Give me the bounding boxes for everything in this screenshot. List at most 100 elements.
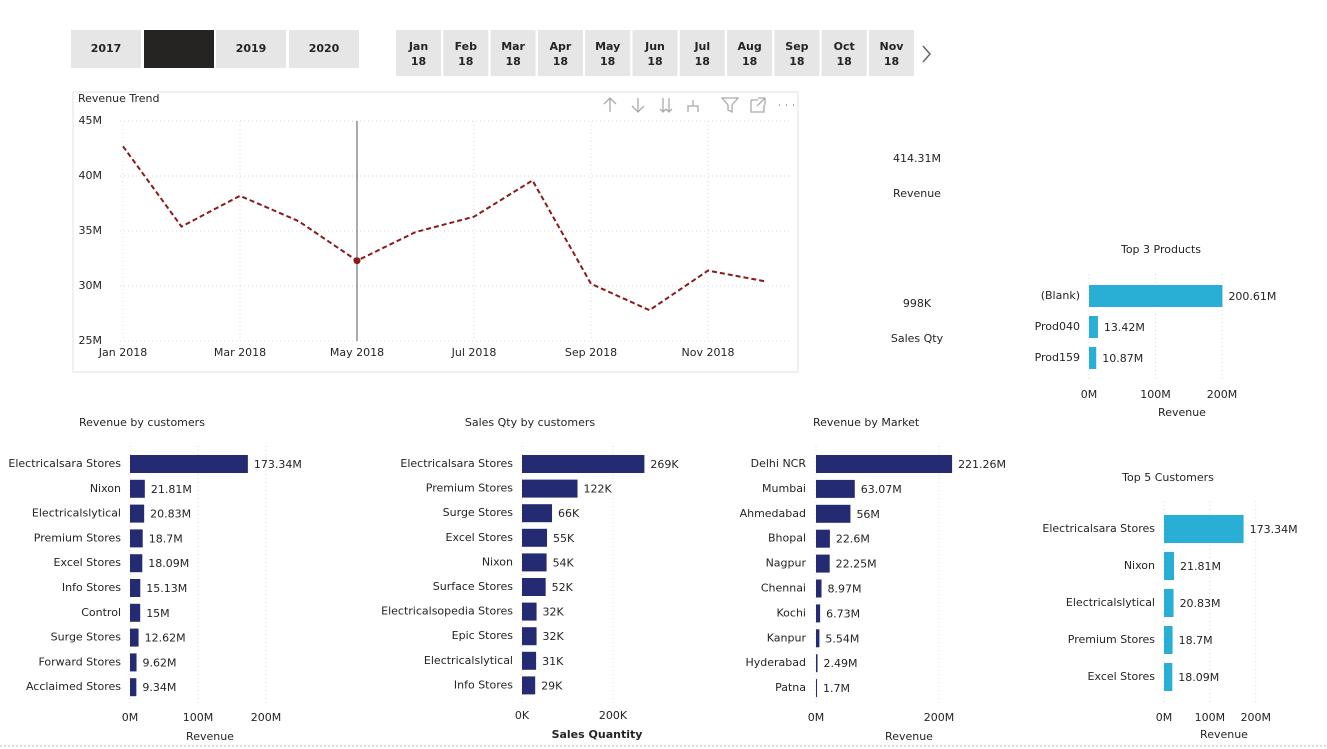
- month-year[interactable]: 18: [884, 55, 899, 68]
- value-label: 15.13M: [146, 582, 187, 595]
- value-label: 21.81M: [151, 483, 192, 496]
- month-button[interactable]: [537, 30, 583, 76]
- category-label: Acclaimed Stores: [26, 680, 121, 693]
- x-tick-label: Jan 2018: [98, 346, 147, 359]
- value-label: 9.34M: [142, 681, 176, 694]
- category-label: Premium Stores: [34, 531, 122, 544]
- bar: [130, 554, 143, 573]
- month-year[interactable]: 18: [458, 55, 473, 68]
- year-button[interactable]: [216, 30, 286, 68]
- value-label: 173.34M: [1250, 523, 1298, 536]
- month-label[interactable]: May: [595, 40, 620, 53]
- category-label: Nixon: [1124, 559, 1155, 572]
- month-button[interactable]: [821, 30, 867, 76]
- month-label[interactable]: Apr: [549, 40, 571, 53]
- year-label[interactable]: 2018: [164, 42, 195, 55]
- x-axis-label: Revenue: [1158, 406, 1206, 419]
- bar: [522, 504, 553, 523]
- x-tick-label: 0K: [515, 709, 530, 722]
- month-button[interactable]: [585, 30, 631, 76]
- category-label: Bhopal: [768, 532, 806, 545]
- category-label: Nixon: [482, 555, 513, 568]
- year-button[interactable]: [289, 30, 359, 68]
- x-axis-label: Revenue: [1200, 728, 1248, 741]
- value-label: 52K: [552, 581, 574, 594]
- highlight-point: [353, 257, 361, 265]
- month-button[interactable]: [727, 30, 773, 76]
- month-button[interactable]: [490, 30, 536, 76]
- slicer-next-arrow[interactable]: [922, 45, 931, 63]
- month-button[interactable]: [396, 30, 441, 76]
- bar: [816, 679, 818, 698]
- value-label: 122K: [584, 483, 613, 496]
- card-value: 414.31M: [893, 152, 941, 165]
- year-label[interactable]: 2017: [91, 42, 122, 55]
- visual-toolbar[interactable]: [603, 97, 794, 114]
- month-year[interactable]: 18: [505, 55, 520, 68]
- value-label: 54K: [553, 556, 575, 569]
- month-year[interactable]: 18: [600, 55, 615, 68]
- month-year[interactable]: 18: [647, 55, 662, 68]
- bar: [816, 554, 830, 573]
- x-tick-label: 100M: [1140, 388, 1171, 401]
- month-year[interactable]: 18: [695, 55, 710, 68]
- year-label[interactable]: 2020: [309, 42, 340, 55]
- month-label[interactable]: Mar: [501, 40, 525, 53]
- year-button[interactable]: [71, 30, 141, 68]
- category-label: Info Stores: [454, 678, 513, 691]
- y-tick-label: 35M: [79, 224, 103, 237]
- month-button[interactable]: [443, 30, 489, 76]
- value-label: 8.97M: [828, 583, 862, 596]
- month-label[interactable]: Nov: [880, 40, 905, 53]
- bar: [522, 553, 547, 572]
- value-label: 21.81M: [1180, 560, 1221, 573]
- y-tick-label: 40M: [79, 169, 103, 182]
- bar: [522, 528, 548, 547]
- category-label: Surface Stores: [433, 580, 513, 593]
- value-label: 20.83M: [150, 508, 191, 521]
- x-tick-label: 0M: [122, 711, 139, 724]
- category-label: (Blank): [1041, 289, 1080, 302]
- month-label[interactable]: Jun: [644, 40, 665, 53]
- month-label[interactable]: Oct: [834, 40, 855, 53]
- category-label: Excel Stores: [54, 556, 122, 569]
- month-label[interactable]: Sep: [785, 40, 808, 53]
- month-year[interactable]: 18: [553, 55, 568, 68]
- value-label: 66K: [558, 507, 580, 520]
- month-label[interactable]: Jul: [693, 40, 710, 53]
- bar: [816, 629, 820, 648]
- value-label: 10.87M: [1102, 352, 1143, 365]
- month-button[interactable]: [869, 30, 914, 76]
- category-label: Premium Stores: [1068, 633, 1156, 646]
- bar: [816, 654, 818, 673]
- value-label: 22.6M: [836, 533, 870, 546]
- bar: [1089, 316, 1098, 338]
- bar: [130, 628, 139, 647]
- month-label[interactable]: Aug: [737, 40, 761, 53]
- bar: [522, 455, 645, 473]
- chart-title: Top 3 Products: [1120, 243, 1201, 256]
- y-tick-label: 30M: [79, 279, 103, 292]
- bar: [522, 479, 578, 498]
- category-label: Forward Stores: [38, 655, 121, 668]
- category-label: Info Stores: [62, 581, 121, 594]
- value-label: 18.7M: [149, 532, 183, 545]
- month-button[interactable]: [774, 30, 820, 76]
- month-button[interactable]: [679, 30, 725, 76]
- bar: [1164, 552, 1175, 580]
- month-year[interactable]: 18: [789, 55, 804, 68]
- month-year[interactable]: 18: [411, 55, 426, 68]
- month-button[interactable]: [632, 30, 678, 76]
- x-axis-label: Revenue: [186, 730, 234, 743]
- value-label: 12.62M: [145, 632, 186, 645]
- year-label[interactable]: 2019: [236, 42, 267, 55]
- month-year[interactable]: 18: [837, 55, 852, 68]
- month-label[interactable]: Jan: [408, 40, 428, 53]
- bar: [130, 678, 137, 697]
- value-label: 15M: [146, 607, 170, 620]
- month-label[interactable]: Feb: [455, 40, 478, 53]
- month-year[interactable]: 18: [742, 55, 757, 68]
- x-tick-label: Nov 2018: [682, 346, 735, 359]
- year-button[interactable]: [144, 30, 214, 68]
- bar: [130, 603, 141, 622]
